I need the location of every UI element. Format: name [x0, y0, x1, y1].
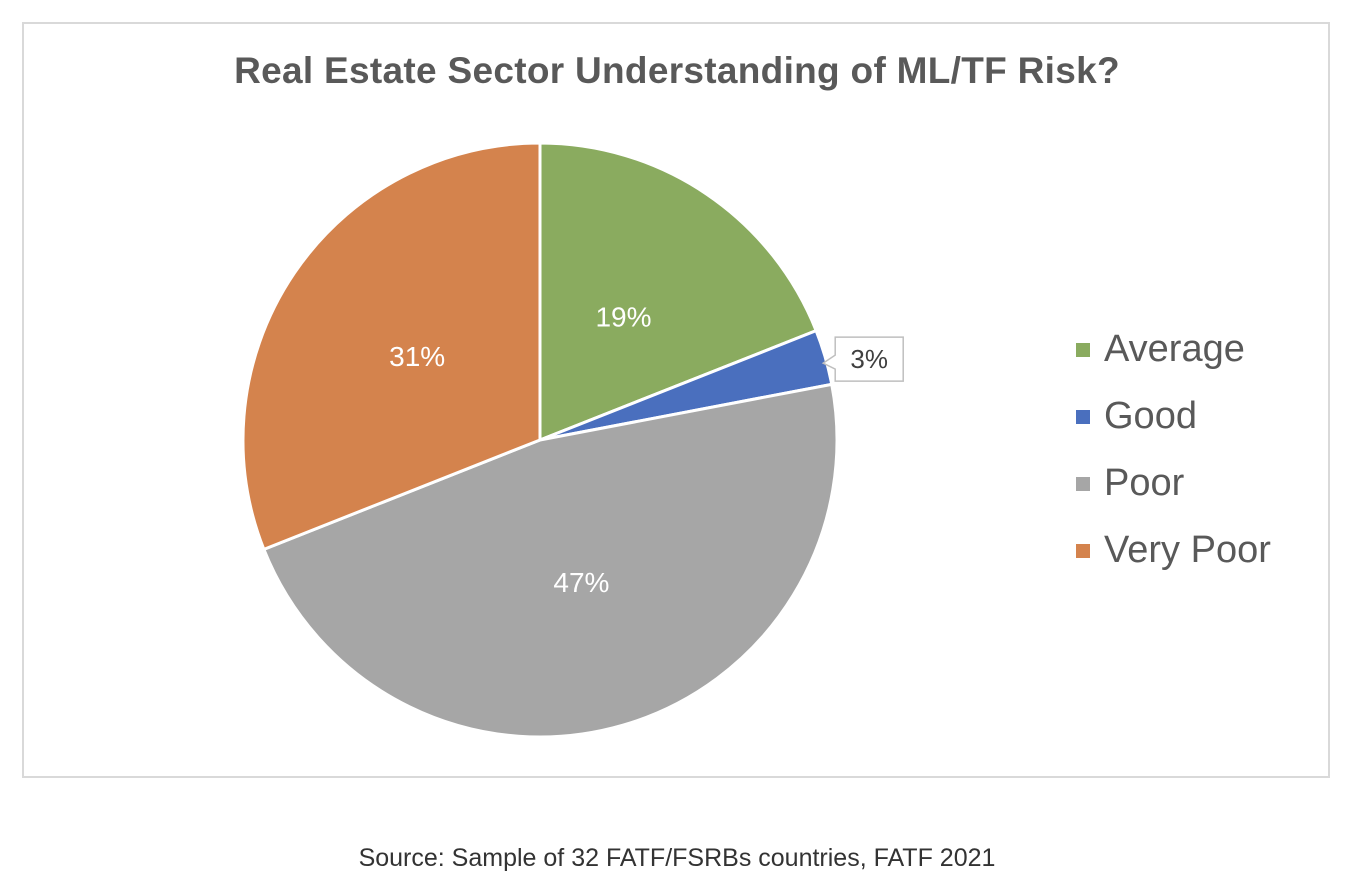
source-caption: Source: Sample of 32 FATF/FSRBs countrie… [358, 844, 996, 872]
data-label-poor: 47% [553, 567, 609, 598]
pie-slice-poor [262, 382, 839, 739]
legend-item-good: Good [1076, 383, 1271, 450]
legend-label-good: Good [1104, 395, 1197, 437]
legend-item-average: Average [1076, 316, 1271, 383]
legend-label-average: Average [1104, 328, 1245, 370]
legend-label-very-poor: Very Poor [1104, 529, 1271, 571]
legend-swatch-good [1076, 409, 1090, 424]
data-label-very-poor: 31% [389, 341, 445, 372]
legend-swatch-very-poor [1076, 543, 1090, 558]
legend-swatch-poor [1076, 476, 1090, 491]
data-label-average: 19% [595, 302, 651, 333]
callout-box-good [821, 336, 904, 382]
chart-legend: Average Good Poor Very Poor [1076, 316, 1271, 584]
legend-item-very-poor: Very Poor [1076, 517, 1271, 584]
legend-swatch-average [1076, 342, 1090, 357]
pie-slice-very-poor [241, 141, 542, 551]
legend-label-poor: Poor [1104, 462, 1185, 504]
pie-slice-average [538, 141, 818, 442]
legend-item-poor: Poor [1076, 450, 1271, 517]
callout-good: 3% [821, 336, 904, 382]
chart-title: Real Estate Sector Understanding of ML/T… [234, 50, 1120, 91]
data-label-good: 3% [850, 344, 888, 374]
